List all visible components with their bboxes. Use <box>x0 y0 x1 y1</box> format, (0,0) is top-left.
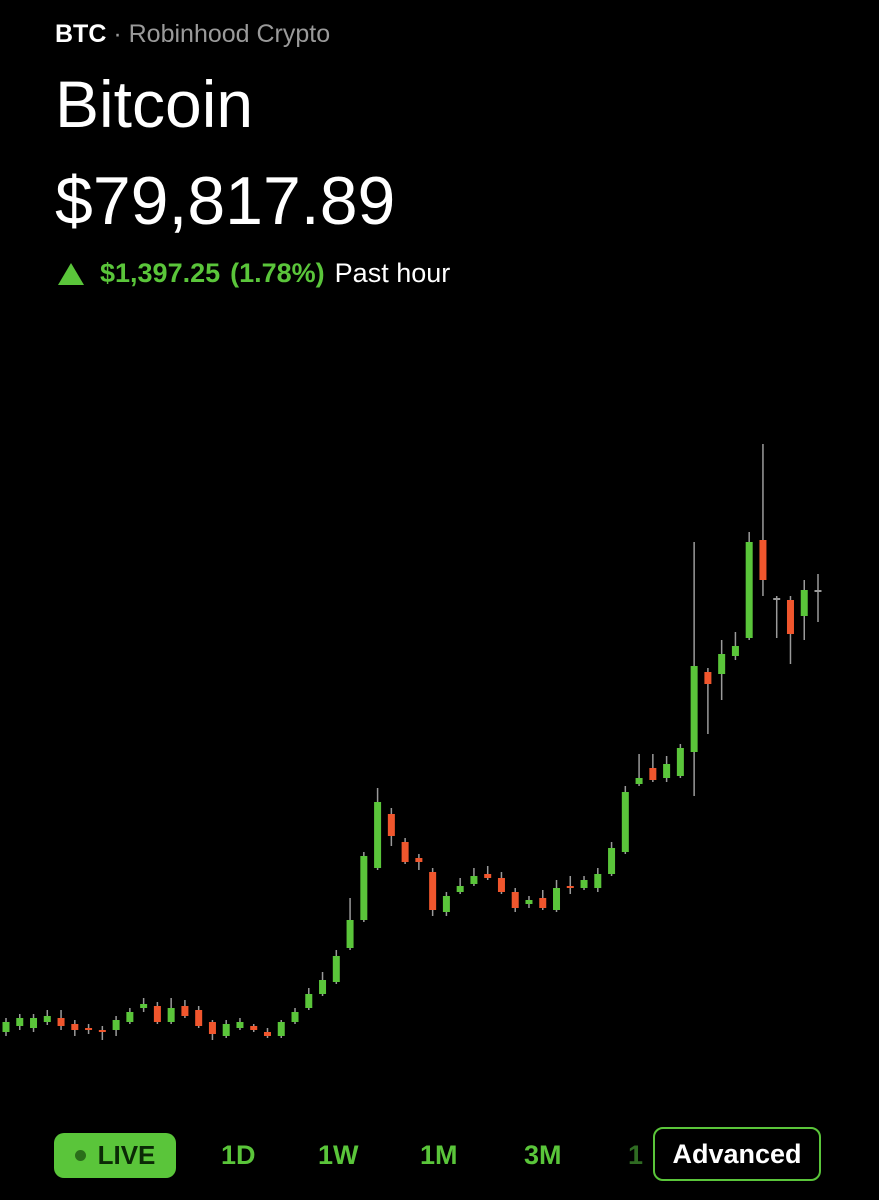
candle-body <box>319 980 327 994</box>
candle-body <box>43 1016 51 1022</box>
candle-body <box>16 1018 24 1026</box>
candle-body <box>236 1022 244 1028</box>
live-dot <box>74 1150 86 1161</box>
asset-name: Bitcoin <box>55 67 254 141</box>
candle-body <box>30 1018 38 1028</box>
candle-body <box>676 748 684 776</box>
candle-body <box>786 600 794 634</box>
candle-body <box>553 888 561 910</box>
candle-body <box>497 878 505 892</box>
candle-body <box>759 540 767 580</box>
header-line: BTC · Robinhood Crypto <box>55 20 330 49</box>
change-row: $1,397.25 (1.78%) Past hour <box>58 258 450 289</box>
candle-body <box>745 542 753 638</box>
candle-body <box>71 1024 79 1030</box>
candle-body <box>126 1012 134 1022</box>
candle-body <box>250 1026 258 1030</box>
source: Robinhood Crypto <box>128 20 331 48</box>
tab-label: LIVE <box>97 1140 156 1170</box>
tab[interactable]: 1M <box>420 1140 458 1170</box>
up-arrow <box>58 262 84 285</box>
candle-body <box>470 876 478 884</box>
candle-body <box>773 598 781 600</box>
candle-body <box>690 666 698 752</box>
candle-body <box>442 896 450 912</box>
candle-body <box>360 856 368 920</box>
candle-body <box>167 1008 175 1022</box>
candle-body <box>222 1024 230 1036</box>
candle-body <box>649 768 657 780</box>
candle-body <box>153 1006 161 1022</box>
change: $1,397.25 <box>100 258 221 288</box>
candle-body <box>374 802 382 868</box>
candle-body <box>112 1020 120 1030</box>
candle-body <box>346 920 354 948</box>
candle-body <box>566 886 574 888</box>
chart <box>2 444 822 1040</box>
candle-body <box>429 872 437 910</box>
candle-body <box>140 1004 148 1008</box>
candle-body <box>718 654 726 674</box>
candle-body <box>814 590 822 592</box>
candle-body <box>277 1022 285 1036</box>
candle-body <box>663 764 671 778</box>
tab[interactable]: 1D <box>221 1140 256 1170</box>
candle-body <box>387 814 395 836</box>
candle-body <box>731 646 739 656</box>
candle-body <box>181 1006 189 1016</box>
separator: · <box>113 20 122 48</box>
candle-body <box>484 874 492 878</box>
tab[interactable]: 3M <box>524 1140 562 1170</box>
candle-body <box>704 672 712 684</box>
candle-body <box>57 1018 65 1026</box>
candle-body <box>800 590 808 616</box>
tab[interactable]: 1 <box>628 1140 644 1170</box>
tab[interactable]: 1W <box>318 1140 359 1170</box>
candle-body <box>332 956 340 982</box>
candle-body <box>2 1022 10 1032</box>
candle-body <box>525 900 533 904</box>
live-tab[interactable]: LIVE <box>54 1133 176 1178</box>
candle-body <box>415 858 423 862</box>
period: Past hour <box>334 258 451 288</box>
candle-body <box>208 1022 216 1034</box>
change-percent: (1.78%) <box>230 258 325 288</box>
candle-body <box>621 792 629 852</box>
price: $79,817.89 <box>55 163 396 239</box>
candle-body <box>635 778 643 784</box>
candle-body <box>195 1010 203 1026</box>
advanced-button[interactable]: Advanced <box>653 1127 821 1181</box>
ticker: BTC <box>55 20 107 48</box>
candle-body <box>291 1012 299 1022</box>
candle-body <box>608 848 616 874</box>
candle-body <box>98 1030 106 1032</box>
candle-body <box>580 880 588 888</box>
candle-body <box>539 898 547 908</box>
candle-body <box>263 1032 271 1036</box>
candle-body <box>85 1028 93 1030</box>
candle-body <box>305 994 313 1008</box>
candle-body <box>594 874 602 888</box>
candle-body <box>401 842 409 862</box>
candle-body <box>511 892 519 908</box>
candle-body <box>456 886 464 892</box>
